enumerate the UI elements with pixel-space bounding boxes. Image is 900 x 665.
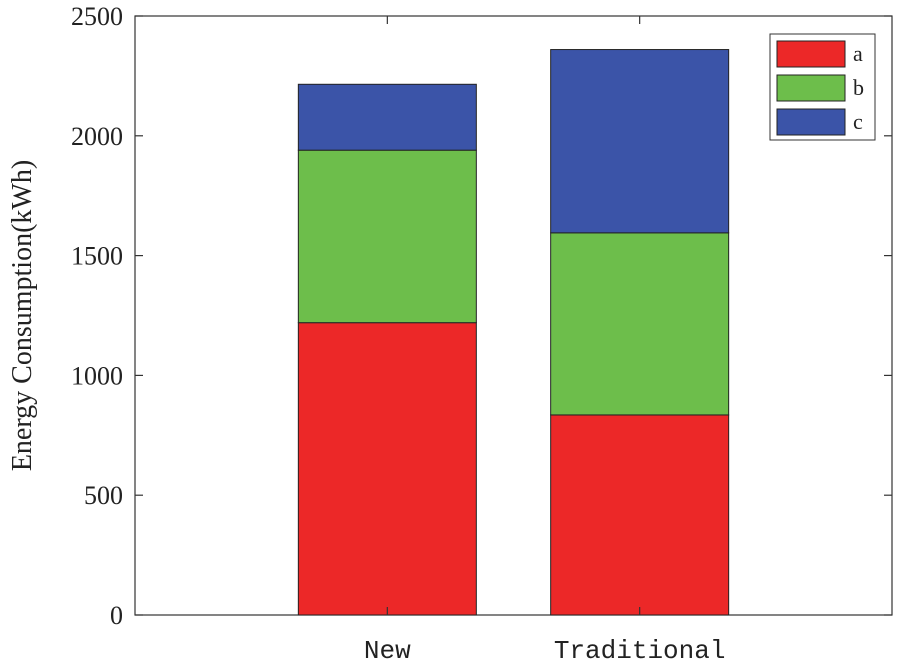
legend-label-a: a	[853, 41, 863, 66]
x-axis-ticks: New Traditional	[364, 16, 726, 665]
legend-swatch-c	[776, 108, 846, 136]
y-tick-label: 1500	[71, 242, 123, 271]
legend-swatch-a	[776, 40, 846, 68]
legend-swatch-b	[776, 74, 846, 102]
bar-traditional-a	[550, 414, 730, 616]
bar-traditional-b	[550, 232, 730, 416]
y-tick-label: 500	[84, 481, 123, 510]
bar-new-a	[297, 322, 477, 616]
plot-frame	[134, 15, 893, 616]
y-axis-ticks: 0 500 1000 1500 2000 2500	[71, 2, 892, 630]
y-tick-label: 0	[110, 601, 123, 630]
y-tick-label: 2500	[71, 2, 123, 31]
axes	[134, 15, 893, 616]
x-tick-label: Traditional	[554, 636, 726, 665]
x-tick-label: New	[364, 636, 411, 665]
legend-label-b: b	[853, 75, 864, 100]
legend: abc	[769, 33, 876, 141]
bars	[297, 49, 730, 616]
legend-label-c: c	[853, 109, 863, 134]
y-axis-title: Energy Consumption(kWh)	[7, 160, 38, 471]
bar-traditional-c	[550, 49, 730, 234]
bar-new-c	[297, 83, 477, 151]
y-tick-label: 1000	[71, 361, 123, 390]
y-tick-label: 2000	[71, 122, 123, 151]
bar-new-b	[297, 149, 477, 324]
